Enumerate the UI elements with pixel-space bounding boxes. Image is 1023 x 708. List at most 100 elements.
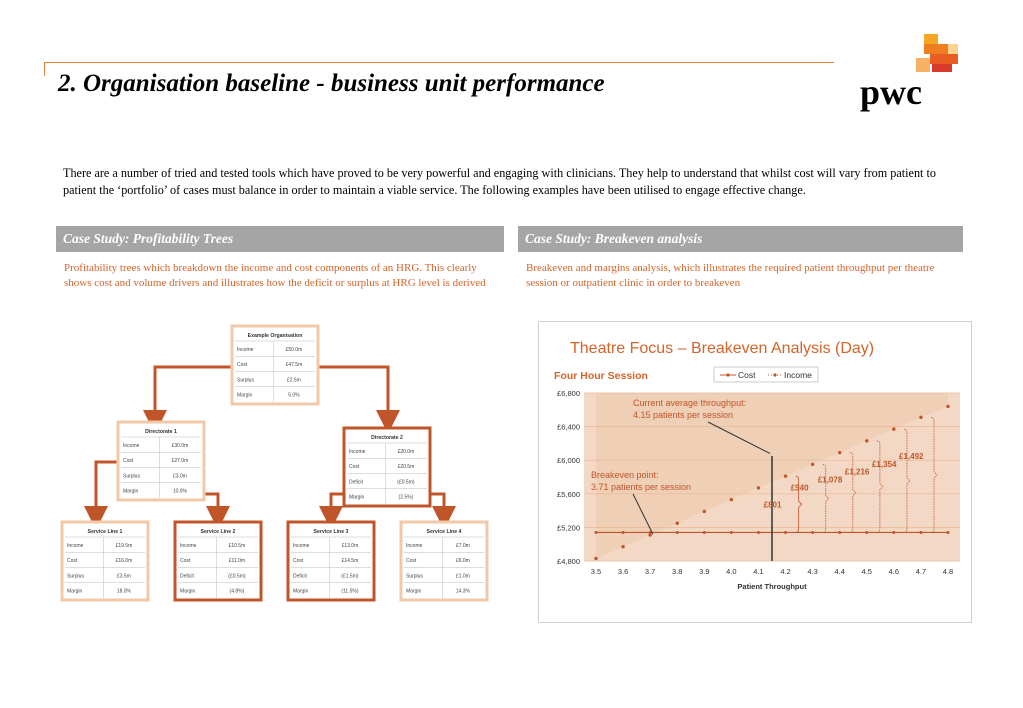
tree-node-title: Example Organisation	[248, 333, 303, 339]
margin-brace	[795, 475, 803, 533]
tree-node-title: Service Line 3	[314, 529, 349, 535]
tree-node-dir1: Directorate 1 Income £30.0m Cost £27.0m Surpl…	[116, 420, 206, 502]
breakeven-annotation: Breakeven point:	[591, 470, 659, 480]
tree-row-label: Income	[123, 443, 140, 449]
tree-node-title: Service Line 2	[201, 529, 236, 535]
tree-row-label: Income	[67, 543, 84, 549]
cost-point	[621, 530, 625, 534]
tree-row-value: £7.0m	[456, 543, 470, 549]
breakeven-chart: Theatre Focus – Breakeven Analysis (Day)…	[538, 321, 972, 623]
tree-row-label: Surplus	[67, 573, 84, 579]
chart-legend: Cost Income	[713, 366, 819, 383]
cost-point	[811, 530, 815, 534]
tree-row-label: Margin	[237, 393, 253, 399]
tree-row-value: 14.3%	[456, 589, 471, 595]
tree-node-title: Service Line 4	[427, 529, 462, 535]
x-tick-label: 4.0	[726, 567, 736, 576]
margin-label: £1,216	[845, 468, 870, 477]
tree-node-dir2: Directorate 2 Income £20.0m Cost £20.5m Defic…	[342, 426, 432, 508]
tree-row-value: £10.5m	[229, 543, 246, 549]
cost-point	[675, 530, 679, 534]
margin-label: £1,354	[872, 460, 897, 469]
x-tick-label: 3.5	[591, 567, 601, 576]
tree-row-label: Cost	[237, 362, 248, 368]
cost-point	[648, 530, 652, 534]
tree-row-label: Income	[180, 543, 197, 549]
tree-row-label: Cost	[123, 458, 134, 464]
tree-node-root: Example Organisation Income £50.0m Cost £47.…	[230, 324, 320, 406]
tree-node-title: Service Line 1	[88, 529, 123, 535]
tree-row-label: Margin	[180, 589, 196, 595]
tree-row-value: £2.5m	[287, 377, 301, 383]
margin-label: £1,078	[818, 476, 843, 485]
cost-point	[756, 530, 760, 534]
tree-row-label: Surplus	[237, 377, 254, 383]
case-study-heading-profitability: Case Study: Profitability Trees	[56, 226, 504, 252]
cost-point	[702, 530, 706, 534]
tree-row-label: Deficit	[349, 479, 364, 485]
legend-cost: Cost	[738, 370, 756, 380]
tree-row-value: £20.5m	[398, 464, 415, 470]
legend-income: Income	[784, 370, 812, 380]
income-point	[675, 521, 679, 525]
margin-label: £940	[791, 483, 809, 492]
x-axis-label: Patient Throughput	[737, 582, 807, 591]
case-study-heading-breakeven: Case Study: Breakeven analysis	[518, 226, 963, 252]
tree-row-value: 10.0%	[173, 489, 188, 495]
income-point	[946, 404, 950, 409]
cost-point	[865, 530, 869, 534]
tree-node-title: Directorate 1	[145, 429, 177, 435]
income-point	[594, 556, 598, 561]
tree-row-value: (£1.5m)	[341, 573, 359, 579]
tree-row-value: £1.0m	[456, 573, 470, 579]
y-tick-label: £5,200	[557, 523, 580, 532]
tree-row-value: (4.8%)	[230, 589, 245, 595]
tree-row-label: Cost	[180, 558, 191, 564]
margin-label: £801	[764, 500, 782, 509]
tree-row-label: Surplus	[406, 573, 423, 579]
y-tick-label: £5,600	[557, 490, 580, 499]
tree-row-label: Income	[237, 347, 254, 353]
breakeven-annotation: 3.71 patients per session	[591, 482, 691, 492]
current-annotation: 4.15 patients per session	[633, 410, 733, 420]
breakeven-annotation-arrow	[632, 493, 654, 535]
y-tick-label: £4,800	[557, 557, 580, 566]
tree-row-label: Income	[406, 543, 423, 549]
tree-row-value: £27.0m	[172, 458, 189, 464]
cost-point	[784, 530, 788, 534]
tree-row-value: £14.5m	[342, 558, 359, 564]
margin-brace	[849, 452, 857, 533]
tree-row-value: £11.0m	[229, 558, 245, 564]
tree-row-label: Margin	[293, 589, 309, 595]
x-tick-label: 4.5	[862, 567, 872, 576]
pwc-logo: pwc	[860, 34, 958, 112]
margin-label: £1,492	[899, 452, 924, 461]
income-point	[892, 427, 896, 431]
header-rule	[44, 62, 834, 63]
tree-row-label: Deficit	[180, 573, 195, 579]
cost-point	[729, 530, 733, 534]
income-point	[810, 462, 815, 467]
income-point	[756, 486, 761, 490]
income-point	[919, 415, 923, 420]
profitability-description: Profitability trees which breakdown the …	[64, 262, 486, 289]
margin-brace	[876, 440, 884, 533]
tree-node-sl4: Service Line 4 Income £7.0m Cost £6.0m Surplu…	[399, 520, 489, 602]
current-annotation-arrow	[707, 421, 771, 454]
x-tick-label: 4.8	[943, 567, 953, 576]
y-tick-label: £6,400	[557, 423, 580, 432]
tree-row-label: Margin	[349, 495, 365, 501]
tree-row-label: Surplus	[123, 473, 140, 479]
y-tick-label: £6,800	[557, 389, 580, 398]
tree-row-value: £19.5m	[116, 543, 133, 549]
tree-row-value: £47.5m	[286, 362, 303, 368]
tree-node-sl1: Service Line 1 Income £19.5m Cost £16.0m Surp…	[60, 520, 150, 602]
x-tick-label: 3.7	[645, 567, 655, 576]
x-tick-label: 4.2	[780, 567, 790, 576]
tree-row-value: £6.0m	[456, 558, 470, 564]
x-tick-label: 4.1	[753, 567, 763, 576]
tree-row-value: £50.0m	[286, 347, 303, 353]
tree-row-value: £30.0m	[172, 443, 189, 449]
x-tick-label: 4.6	[889, 567, 899, 576]
margin-brace	[931, 416, 938, 533]
